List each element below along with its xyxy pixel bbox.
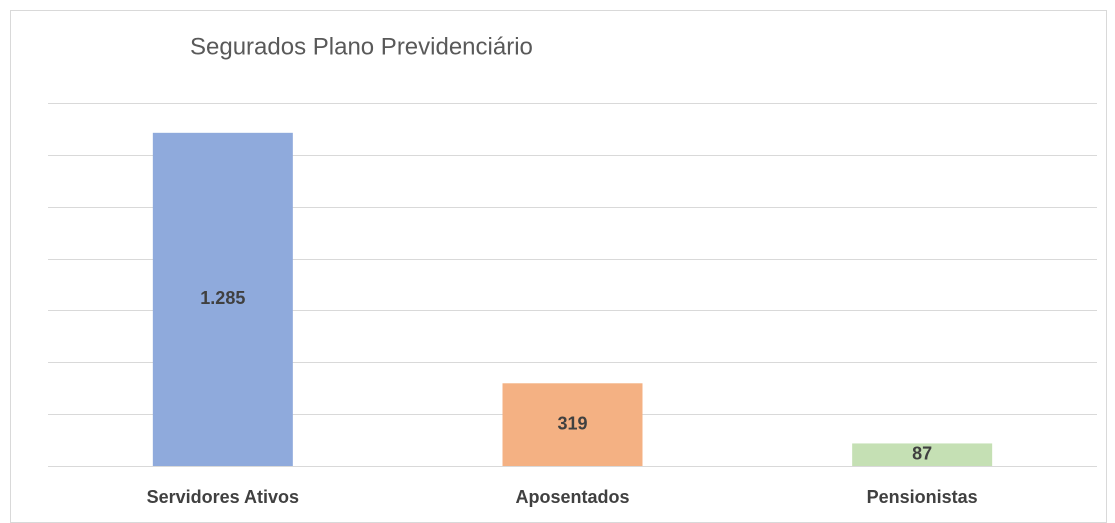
data-label: 1.285 [200,288,245,308]
chart-title: Segurados Plano Previdenciário [190,33,533,60]
bar [152,132,293,466]
bar [852,443,993,466]
data-label: 87 [912,443,932,463]
x-tick-label: Aposentados [515,487,629,507]
data-label: 319 [557,413,587,433]
bar [502,383,643,466]
x-tick-label: Servidores Ativos [147,487,299,507]
x-tick-label: Pensionistas [867,487,978,507]
